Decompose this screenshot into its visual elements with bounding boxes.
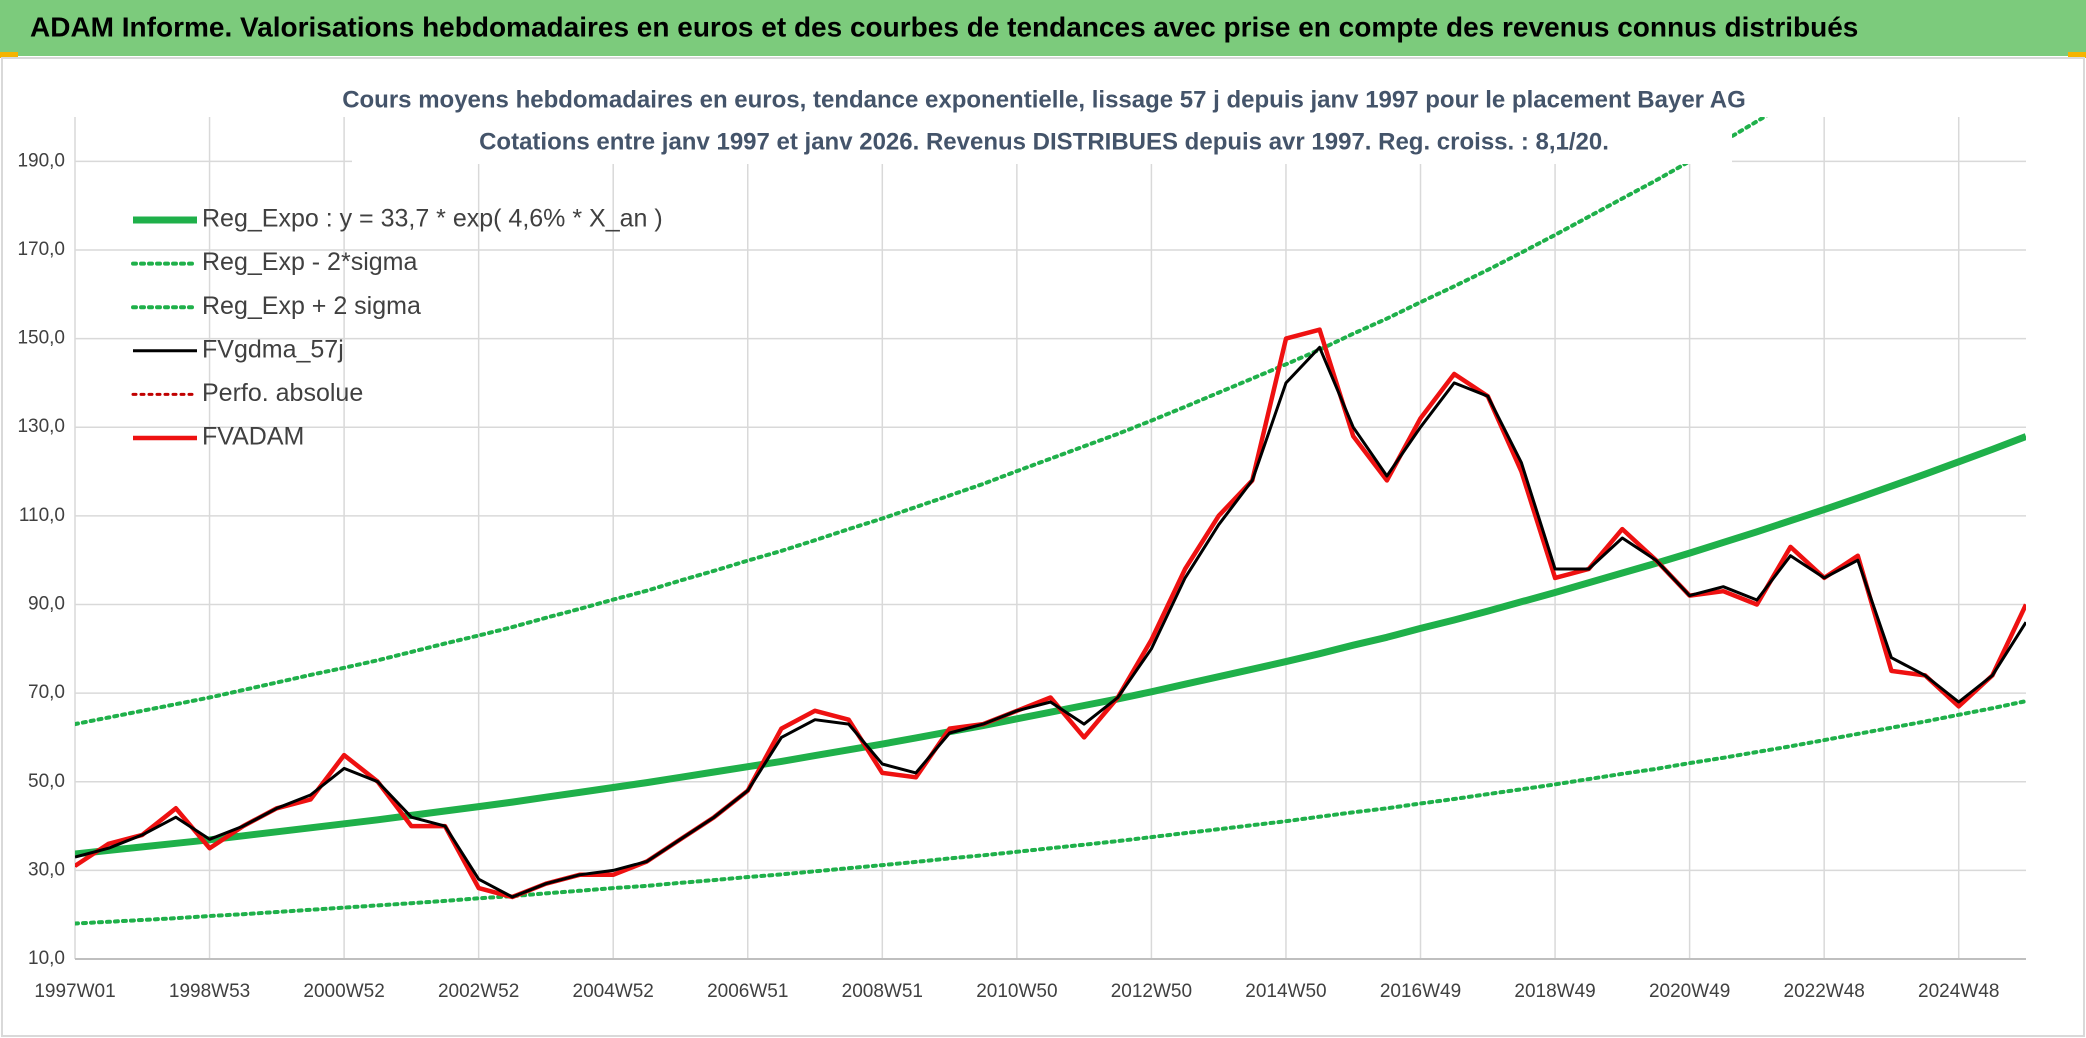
- legend-label: Perfo. absolue: [202, 379, 363, 407]
- x-tick-label: 2006W51: [707, 981, 788, 1002]
- x-tick-label: 1997W01: [34, 981, 115, 1002]
- chart-title: Cours moyens hebdomadaires en euros, ten…: [342, 86, 1746, 113]
- x-tick-label: 2002W52: [438, 981, 519, 1002]
- legend: Reg_Expo : y = 33,7 * exp( 4,6% * X_an )…: [131, 205, 663, 451]
- y-tick-label: 150,0: [17, 328, 65, 349]
- header-title: ADAM Informe. Valorisations hebdomadaire…: [30, 11, 1858, 42]
- legend-label: Reg_Exp - 2*sigma: [202, 248, 417, 276]
- series-line: [75, 699, 2026, 926]
- y-tick-label: 190,0: [17, 150, 65, 171]
- x-tick-label: 2022W48: [1784, 981, 1865, 1002]
- x-tick-label: 2010W50: [976, 981, 1057, 1002]
- x-tick-label: 1998W53: [169, 981, 250, 1002]
- y-tick-label: 30,0: [28, 859, 65, 880]
- x-tick-label: 2004W52: [573, 981, 654, 1002]
- y-tick-label: 170,0: [17, 239, 65, 260]
- corner-mark: [2068, 52, 2086, 58]
- legend-label: FVgdma_57j: [202, 335, 344, 363]
- legend-label: Reg_Exp + 2 sigma: [202, 292, 421, 320]
- x-tick-label: 2020W49: [1649, 981, 1730, 1002]
- x-tick-label: 2000W52: [303, 981, 384, 1002]
- x-tick-label: 2012W50: [1111, 981, 1192, 1002]
- y-tick-label: 50,0: [28, 771, 65, 792]
- y-tick-label: 110,0: [19, 505, 65, 526]
- x-tick-label: 2024W48: [1918, 981, 1999, 1002]
- chart-subtitle: Cotations entre janv 1997 et janv 2026. …: [479, 128, 1609, 155]
- y-tick-label: 90,0: [28, 593, 65, 614]
- x-tick-label: 2008W51: [842, 981, 923, 1002]
- x-tick-label: 2014W50: [1245, 981, 1326, 1002]
- header-band: [0, 0, 2086, 56]
- corner-mark: [0, 52, 18, 58]
- chart-frame: [1, 57, 2085, 1037]
- title-box: [352, 78, 1732, 164]
- series-line: [75, 345, 2026, 899]
- y-tick-label: 10,0: [28, 948, 65, 969]
- legend-label: FVADAM: [202, 423, 304, 451]
- grid: 10,0 30,0 50,0 70,0 90,0 110,0 130,0 150,0 170,0…: [17, 117, 2026, 1002]
- y-tick-label: 130,0: [17, 416, 65, 437]
- legend-label: Reg_Expo : y = 33,7 * exp( 4,6% * X_an ): [202, 205, 663, 233]
- x-tick-label: 2018W49: [1514, 981, 1595, 1002]
- x-tick-label: 2016W49: [1380, 981, 1461, 1002]
- series-line: [75, 433, 2026, 858]
- y-tick-label: 70,0: [28, 682, 65, 703]
